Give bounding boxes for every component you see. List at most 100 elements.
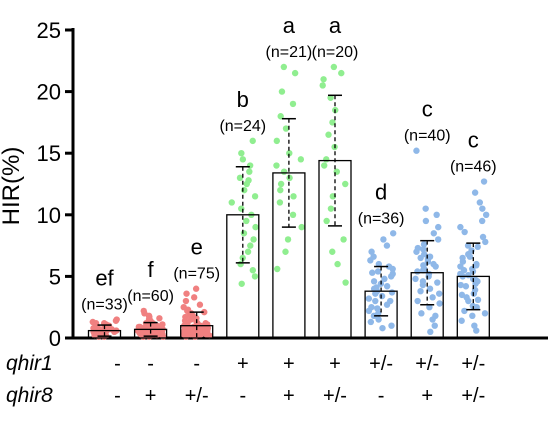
data-point (286, 150, 293, 157)
data-point (340, 236, 347, 243)
significance-letter: f (148, 257, 155, 282)
data-point (277, 186, 284, 194)
data-point (291, 69, 299, 77)
data-point (419, 267, 427, 274)
data-point (330, 63, 338, 71)
data-point (321, 162, 328, 169)
data-point (373, 284, 380, 291)
data-point (422, 217, 430, 225)
data-point (251, 273, 259, 280)
data-point (92, 324, 100, 332)
data-point (239, 156, 247, 163)
data-point (473, 262, 480, 269)
genotype-value: +/- (185, 385, 209, 407)
n-label: (n=20) (312, 44, 359, 61)
data-point (383, 283, 391, 290)
data-point (134, 327, 141, 334)
data-point (431, 322, 438, 329)
data-point (387, 297, 394, 305)
data-point (276, 199, 284, 206)
data-point (418, 310, 425, 317)
data-point (280, 168, 288, 175)
y-tick-label: 20 (37, 80, 61, 105)
data-point (480, 178, 488, 185)
data-point (204, 327, 211, 334)
data-point (457, 223, 464, 231)
genotype-value: - (114, 385, 121, 407)
data-point (194, 320, 201, 327)
data-point (204, 321, 211, 328)
data-point (273, 137, 281, 145)
data-point (479, 233, 487, 241)
n-label: (n=40) (404, 128, 451, 145)
data-point (420, 241, 428, 248)
bar (180, 325, 214, 339)
data-point (244, 248, 252, 255)
y-axis-label: HIR(%) (0, 147, 25, 226)
bar (272, 172, 306, 339)
data-point (461, 307, 468, 315)
genotype-value: + (237, 353, 249, 375)
data-point (482, 211, 490, 218)
genotype-value: + (283, 353, 295, 375)
n-label: (n=60) (127, 288, 174, 305)
data-point (241, 186, 248, 194)
data-point (380, 236, 387, 243)
data-point (426, 253, 434, 260)
data-point (473, 304, 480, 311)
data-point (434, 279, 441, 286)
y-tick-label: 0 (49, 326, 61, 351)
genotype-value: + (145, 385, 157, 407)
n-label: (n=75) (173, 266, 220, 283)
data-point (420, 262, 427, 269)
data-point (334, 260, 341, 268)
data-point (282, 125, 290, 132)
data-point (143, 324, 151, 332)
genotype-value: - (114, 353, 121, 375)
data-point (474, 296, 482, 304)
data-point (420, 246, 427, 253)
data-point (435, 223, 442, 231)
significance-letter: b (237, 87, 249, 112)
data-point (370, 253, 377, 260)
data-point (246, 162, 254, 169)
data-point (388, 289, 396, 296)
data-point (236, 174, 244, 182)
data-point (243, 217, 250, 225)
n-label: (n=21) (266, 44, 313, 61)
data-point (430, 260, 437, 268)
data-point (430, 230, 438, 237)
data-point (180, 304, 187, 311)
genotype-value: +/- (461, 353, 485, 375)
data-point (427, 328, 434, 336)
data-point (247, 242, 254, 249)
data-point (228, 199, 235, 206)
bar (133, 328, 168, 339)
data-point (342, 279, 349, 286)
data-point (289, 100, 297, 108)
data-point (434, 236, 442, 243)
data-point (277, 180, 285, 188)
data-point (465, 271, 472, 279)
data-point (196, 301, 204, 308)
data-point (378, 292, 386, 300)
data-point (464, 242, 472, 249)
data-point (383, 242, 391, 249)
data-point (249, 137, 256, 145)
data-point (141, 329, 148, 337)
genotype-value: - (239, 385, 246, 407)
data-point (246, 168, 253, 175)
data-point (474, 243, 481, 251)
y-tick-label: 10 (37, 203, 61, 228)
data-point (414, 297, 421, 305)
y-tick-label: 15 (37, 141, 61, 166)
data-point (426, 285, 434, 292)
data-point (286, 174, 293, 182)
data-point (289, 211, 297, 218)
data-point (413, 147, 420, 154)
data-point (372, 297, 379, 305)
data-point (251, 193, 259, 200)
data-point (284, 236, 292, 243)
data-point (436, 300, 443, 307)
